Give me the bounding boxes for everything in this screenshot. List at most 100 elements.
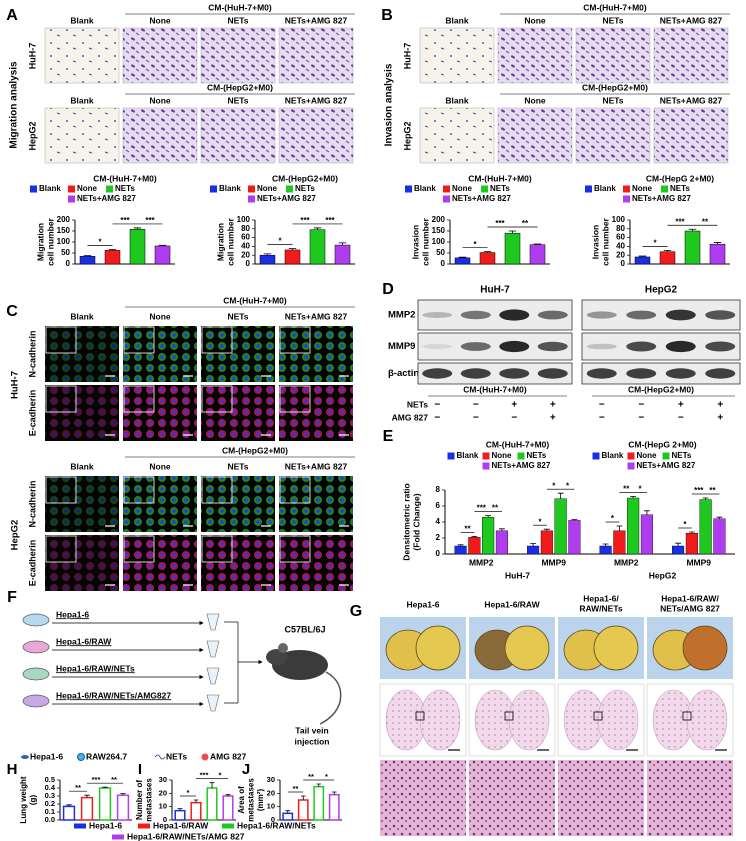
legend-icon [21, 755, 29, 759]
syringe [206, 613, 220, 631]
error-bar [83, 255, 92, 257]
group-label: Hepa1-6/RAW [56, 636, 112, 646]
blot-band [422, 368, 453, 379]
legend-swatch [627, 462, 635, 470]
y-tick-label: 0 [441, 259, 446, 268]
legend-swatch [106, 185, 113, 193]
significance-label: * [611, 514, 615, 523]
bar [672, 545, 685, 555]
error-bar [663, 249, 672, 252]
column-label: NETs+AMG 827 [285, 311, 348, 321]
panel-label: D [382, 281, 394, 298]
histology-zoom [647, 760, 733, 836]
inset-frame [279, 535, 311, 563]
significance-label: ** [464, 525, 471, 534]
blot-band [665, 368, 696, 379]
bar [479, 252, 496, 265]
inset-frame [45, 476, 77, 504]
y-tick-label: 0 [163, 815, 167, 824]
treatment-sign: + [717, 400, 723, 411]
micrograph-cells [576, 108, 650, 163]
column-label: RAW/NETs [579, 603, 623, 613]
bar [328, 793, 340, 821]
legend-swatch [661, 185, 668, 193]
inset-frame [201, 385, 233, 413]
legend-label: None [632, 184, 653, 193]
panel-label: I [138, 761, 142, 778]
y-tick-label: 30 [159, 775, 167, 784]
zoom-box [504, 711, 514, 721]
significance-label: ** [702, 217, 709, 226]
blot-strip [417, 362, 573, 385]
panel-label: F [7, 589, 17, 606]
legend-swatch [482, 452, 490, 460]
zoom-box [415, 711, 425, 721]
y-tick-label: 150 [432, 226, 446, 235]
treatment-sign: + [678, 400, 684, 411]
y-axis-label: Invasion [590, 225, 600, 259]
column-label: Blank [445, 15, 468, 25]
column-label: NETs+AMG 827 [285, 15, 348, 25]
y-tick-label: 150 [57, 226, 71, 235]
y-axis-label: (Fold Change) [411, 493, 421, 550]
y-tick-label: 100 [612, 215, 626, 224]
lung-section [686, 689, 728, 751]
error-bar [288, 248, 297, 250]
column-label: NETs [227, 95, 248, 105]
column-label: None [149, 311, 171, 321]
legend-label: Blank [39, 184, 61, 193]
zoom-box [682, 711, 692, 721]
error-bar [66, 804, 72, 807]
y-tick-label: 100 [57, 237, 71, 246]
legend-label: NETs [670, 184, 690, 193]
histology-zoom [469, 760, 555, 836]
legend-swatch [248, 195, 255, 203]
blot-band [422, 344, 453, 349]
y-axis-label: Migration [215, 223, 225, 261]
error-bar [557, 492, 564, 499]
error-bar [300, 795, 306, 800]
legend-swatch [443, 185, 450, 193]
blot-band [499, 368, 530, 379]
column-label: Blank [445, 95, 468, 105]
axis-title: Invasion analysis [384, 63, 395, 146]
y-axis-label: metastases [145, 778, 154, 822]
column-label: Blank [70, 461, 93, 471]
y-tick-label: 0.2 [45, 799, 55, 808]
y-tick-label: 0 [246, 259, 251, 268]
error-bar [688, 531, 695, 534]
panel-label: G [350, 603, 362, 620]
legend-label: NETs+AMG 827 [637, 461, 696, 470]
treatment-sign: + [550, 400, 556, 411]
error-bar [177, 808, 183, 811]
stain-label: N-cadherin [27, 330, 37, 377]
blot-band [460, 368, 491, 379]
error-bar [263, 253, 272, 256]
significance-label: *** [675, 217, 685, 226]
error-bar [643, 510, 650, 515]
row-label: HepG2 [10, 520, 21, 551]
legend-swatch [138, 823, 150, 829]
group-header: CM-(HepG2+M0) [582, 82, 648, 92]
group-header: CM-(HepG2+M0) [628, 384, 694, 394]
panel-label: A [6, 7, 18, 24]
stain-label: E-cadherin [27, 390, 37, 437]
blot-band [705, 368, 736, 379]
fluorescence-cells [279, 535, 353, 591]
group-header: CM-(HuH-7+M0) [223, 295, 287, 305]
bar [713, 518, 726, 555]
significance-label: * [638, 485, 642, 494]
column-label: NETs+AMG 827 [285, 461, 348, 471]
syringe [206, 667, 220, 685]
legend-swatch [623, 185, 630, 193]
y-axis-label: cell number [45, 217, 55, 265]
bar [104, 250, 121, 265]
y-tick-label: 100 [237, 215, 251, 224]
column-label: None [524, 15, 546, 25]
legend-swatch [30, 185, 37, 193]
column-label: NETs [227, 15, 248, 25]
y-tick-label: 0.3 [45, 791, 55, 800]
blot-band [537, 341, 568, 352]
y-tick-label: 80 [616, 224, 625, 233]
bar [504, 232, 521, 265]
